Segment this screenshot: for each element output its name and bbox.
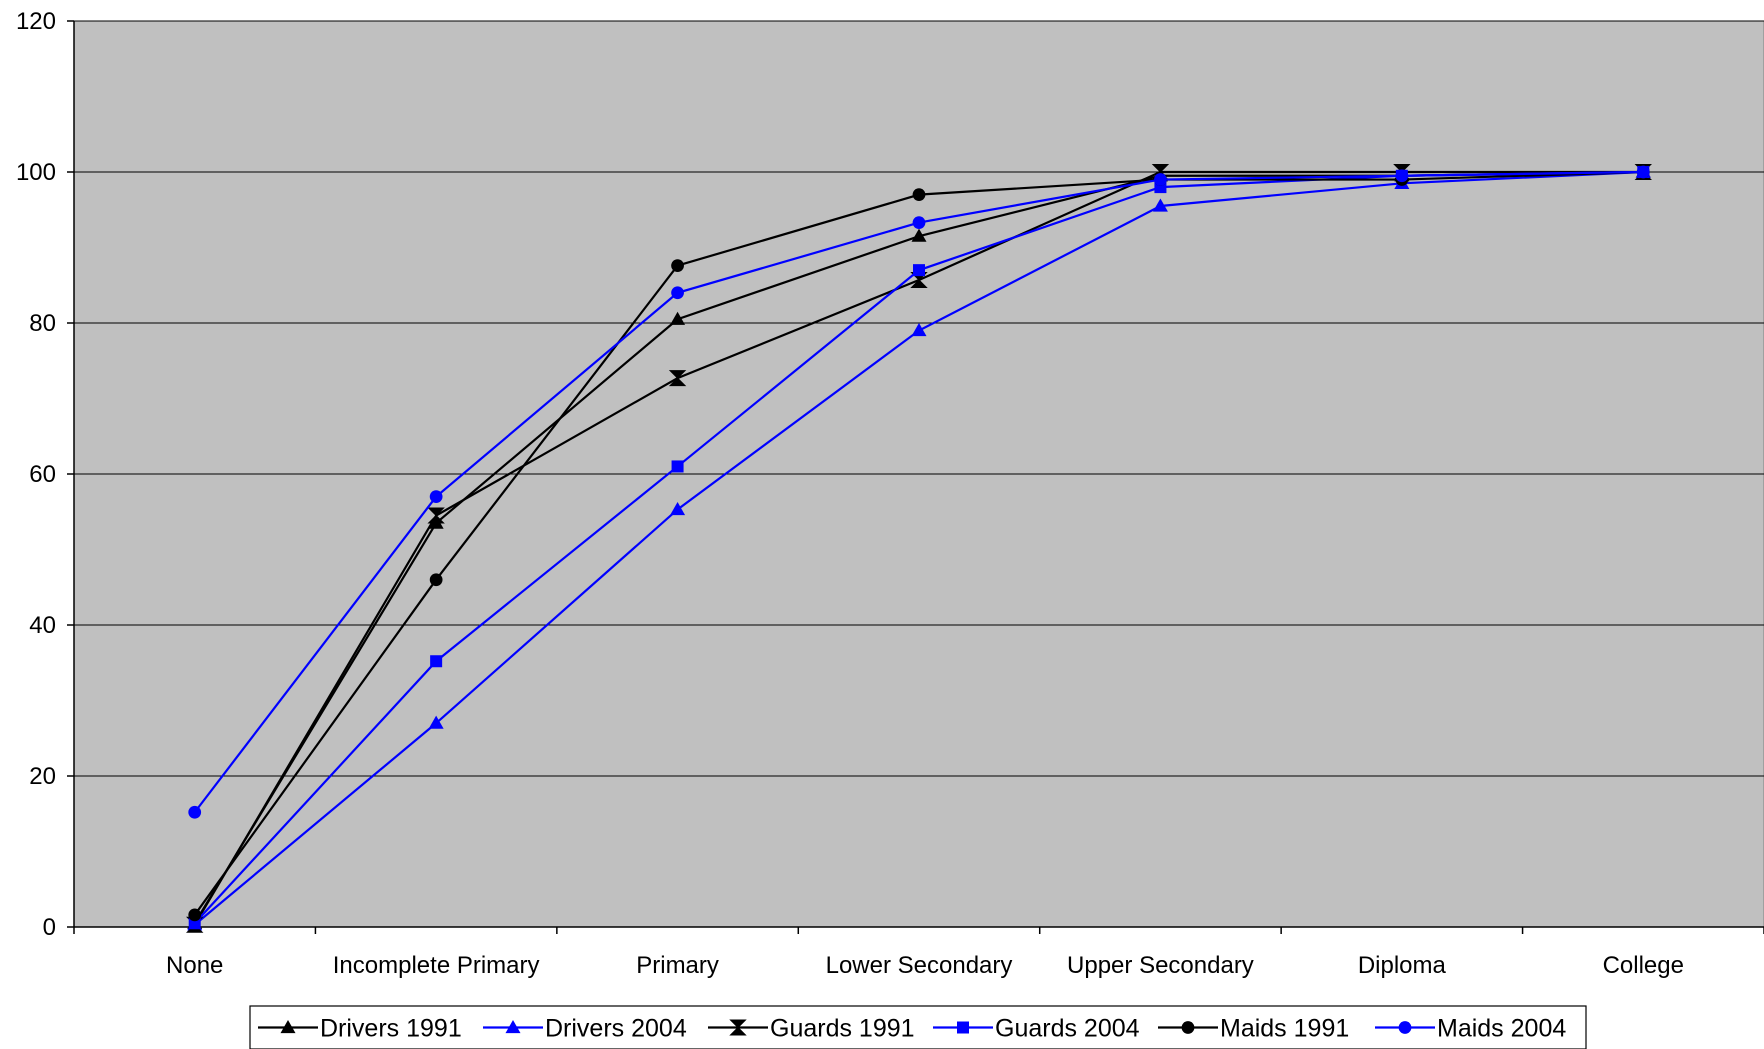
data-point xyxy=(1398,1021,1412,1034)
y-tick-label: 40 xyxy=(29,612,56,639)
data-point xyxy=(428,715,444,729)
series-maids-2004 xyxy=(188,165,1650,819)
x-axis-ticks: None Incomplete Primary Primary Lower Secon… xyxy=(73,927,1764,979)
y-tick-label: 60 xyxy=(29,461,56,488)
data-point xyxy=(729,1019,747,1036)
data-point xyxy=(1152,198,1168,212)
data-point xyxy=(671,259,684,272)
data-point xyxy=(505,1020,521,1034)
legend-entry: Guards 1991 xyxy=(708,1015,915,1043)
y-tick-label: 20 xyxy=(29,763,56,790)
data-point xyxy=(912,216,926,229)
data-point xyxy=(1154,173,1167,186)
legend-label: Guards 1991 xyxy=(770,1015,915,1043)
data-point xyxy=(957,1021,969,1034)
data-point xyxy=(911,323,927,337)
data-point xyxy=(671,286,684,300)
data-point xyxy=(911,228,927,242)
data-point xyxy=(429,490,443,504)
y-tick-label: 120 xyxy=(16,8,56,35)
data-point xyxy=(912,188,926,202)
y-tick-label: 80 xyxy=(29,310,56,337)
x-tick-label: Lower Secondary xyxy=(826,952,1013,979)
legend-entry: Drivers 2004 xyxy=(483,1015,687,1043)
y-axis-ticks: 0 20 40 60 80 100 120 xyxy=(16,8,74,941)
data-point xyxy=(1395,169,1409,183)
legend-entry: Drivers 1991 xyxy=(258,1015,462,1043)
x-tick-label: None xyxy=(166,952,223,979)
data-point xyxy=(429,573,443,587)
data-point xyxy=(671,460,684,473)
x-tick-label: College xyxy=(1603,952,1684,979)
y-tick-label: 100 xyxy=(16,159,56,186)
data-point xyxy=(670,311,686,325)
data-point xyxy=(1181,1021,1195,1034)
data-point xyxy=(188,805,202,819)
legend-label: Guards 2004 xyxy=(995,1015,1140,1043)
x-tick-label: Upper Secondary xyxy=(1067,952,1254,979)
legend-label: Drivers 2004 xyxy=(545,1015,687,1043)
data-point xyxy=(1636,165,1650,179)
legend-label: Maids 2004 xyxy=(1437,1015,1566,1043)
x-tick-label: Incomplete Primary xyxy=(333,952,540,979)
legend: Drivers 1991 Drivers 2004 Guards 1991 Guard… xyxy=(249,1005,1587,1049)
y-tick-label: 0 xyxy=(43,914,56,941)
legend-label: Drivers 1991 xyxy=(320,1015,462,1043)
data-point xyxy=(913,264,925,277)
series-layer xyxy=(186,164,1652,933)
legend-entry: Maids 2004 xyxy=(1375,1015,1566,1043)
data-point xyxy=(427,507,445,524)
data-point xyxy=(910,271,928,288)
x-tick-label: Primary xyxy=(636,952,719,979)
legend-entry: Guards 2004 xyxy=(933,1015,1140,1043)
legend-box xyxy=(249,1005,1587,1049)
data-point xyxy=(280,1020,296,1034)
data-point xyxy=(430,655,443,668)
data-point xyxy=(188,908,202,922)
x-tick-label: Diploma xyxy=(1358,952,1447,979)
data-point xyxy=(670,501,686,516)
data-point xyxy=(668,370,687,387)
legend-label: Maids 1991 xyxy=(1220,1015,1349,1043)
legend-entry: Maids 1991 xyxy=(1158,1015,1349,1043)
